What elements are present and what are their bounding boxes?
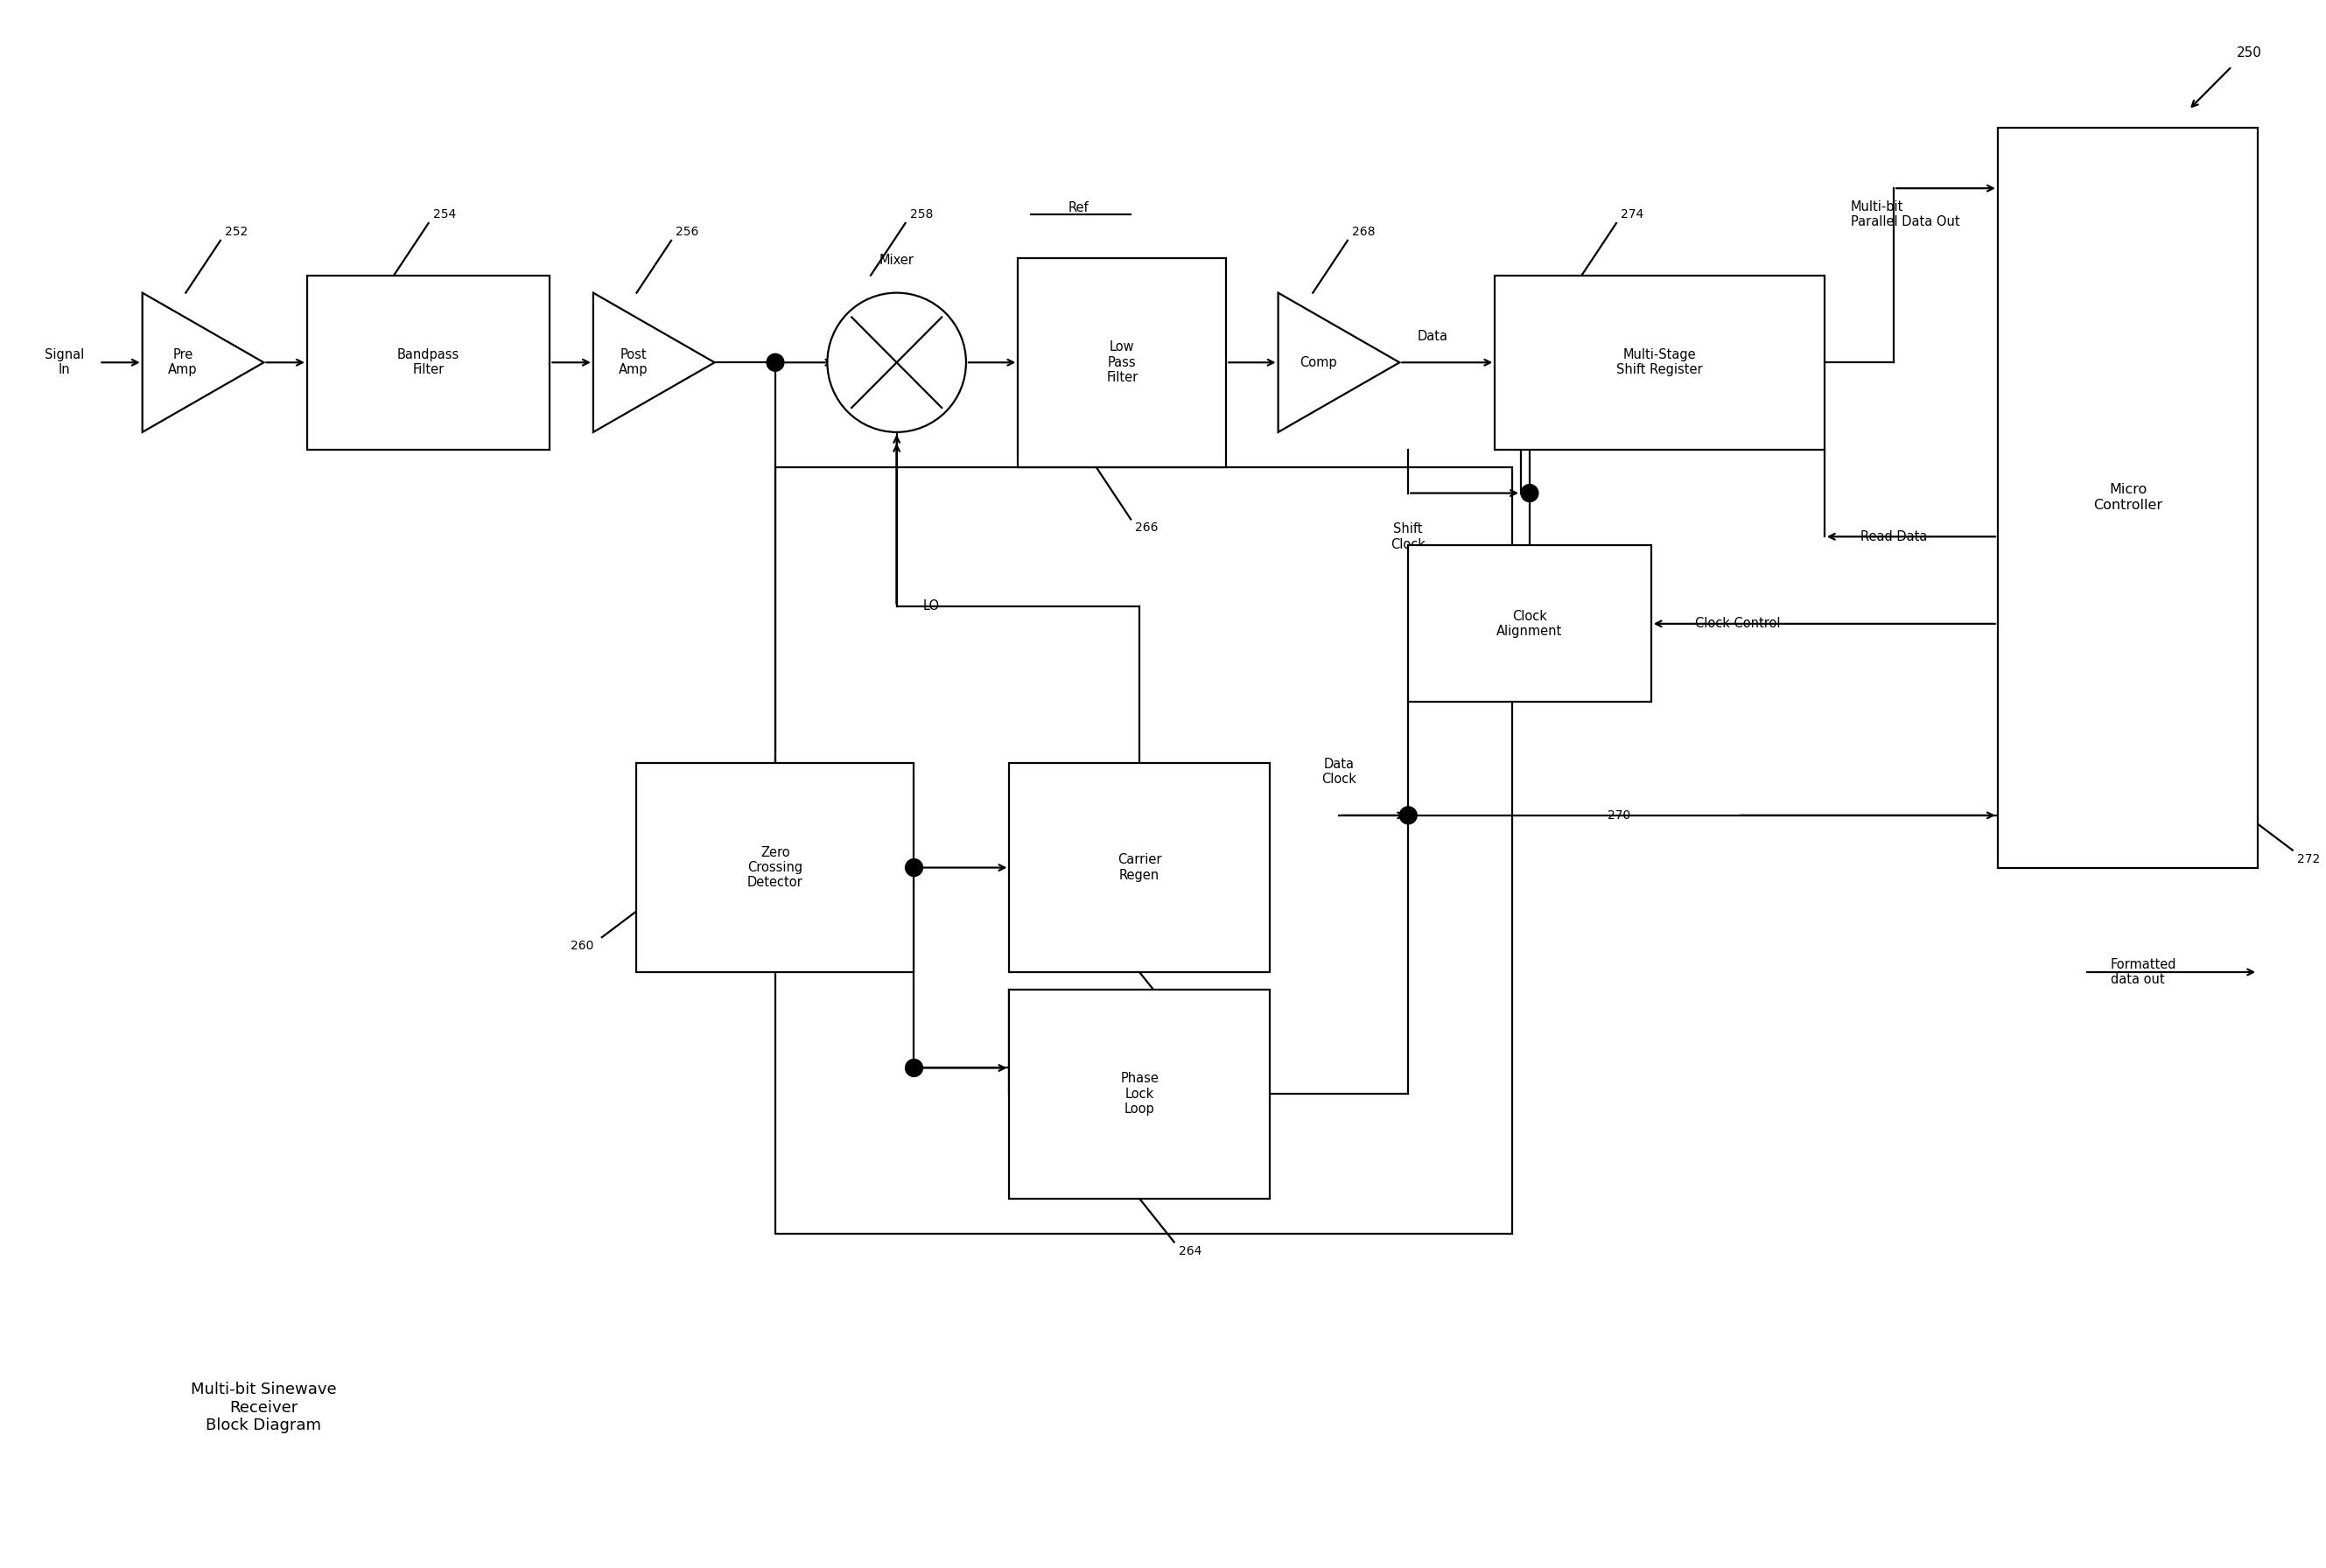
Polygon shape	[142, 293, 263, 433]
Polygon shape	[593, 293, 714, 433]
Text: Signal
In: Signal In	[44, 348, 84, 376]
Text: 274: 274	[1621, 209, 1644, 221]
Bar	[307, 276, 549, 450]
Text: Bandpass
Filter: Bandpass Filter	[398, 348, 461, 376]
Text: Comp: Comp	[1300, 356, 1337, 368]
Text: 268: 268	[1351, 226, 1375, 238]
Text: Read Data: Read Data	[1861, 530, 1928, 543]
Text: Low
Pass
Filter: Low Pass Filter	[1107, 340, 1137, 384]
Text: Clock Control: Clock Control	[1696, 618, 1779, 630]
Text: Multi-bit Sinewave
Receiver
Block Diagram: Multi-bit Sinewave Receiver Block Diagra…	[191, 1381, 337, 1433]
Text: Micro
Controller: Micro Controller	[2093, 483, 2163, 511]
Polygon shape	[1279, 293, 1400, 433]
Text: Formatted
data out: Formatted data out	[2110, 958, 2177, 986]
Circle shape	[768, 354, 784, 372]
Text: Multi-bit
Parallel Data Out: Multi-bit Parallel Data Out	[1851, 201, 1958, 229]
Text: Zero
Crossing
Detector: Zero Crossing Detector	[747, 845, 802, 889]
Text: Shift
Clock: Shift Clock	[1391, 522, 1426, 550]
Text: Data
Clock: Data Clock	[1321, 757, 1356, 786]
Text: 254: 254	[433, 209, 456, 221]
Bar	[1998, 127, 2259, 867]
Text: 262: 262	[1179, 1018, 1203, 1030]
Text: 266: 266	[1135, 522, 1158, 535]
Text: 258: 258	[909, 209, 933, 221]
Text: 250: 250	[2235, 47, 2261, 60]
Circle shape	[905, 859, 923, 877]
Circle shape	[1400, 806, 1417, 825]
Text: Data: Data	[1417, 329, 1447, 343]
Text: Ref: Ref	[1068, 201, 1089, 215]
Bar	[775, 467, 1512, 1234]
Text: LO: LO	[923, 601, 940, 613]
Text: Phase
Lock
Loop: Phase Lock Loop	[1121, 1073, 1158, 1116]
Bar	[1019, 259, 1226, 467]
Bar	[1496, 276, 1824, 450]
Circle shape	[905, 1060, 923, 1077]
Text: Mixer: Mixer	[879, 254, 914, 267]
Text: 264: 264	[1179, 1245, 1203, 1258]
Text: 252: 252	[226, 226, 247, 238]
Bar	[1009, 764, 1270, 972]
Text: Clock
Alignment: Clock Alignment	[1496, 610, 1563, 638]
Text: Post
Amp: Post Amp	[619, 348, 649, 376]
Text: 272: 272	[2298, 853, 2319, 866]
Bar	[637, 764, 914, 972]
Text: 256: 256	[675, 226, 698, 238]
Text: 270: 270	[1607, 809, 1631, 822]
Text: Pre
Amp: Pre Amp	[167, 348, 198, 376]
Bar	[1009, 989, 1270, 1198]
Circle shape	[828, 293, 965, 433]
Bar	[1407, 546, 1651, 702]
Text: Carrier
Regen: Carrier Regen	[1116, 853, 1161, 881]
Circle shape	[1521, 485, 1537, 502]
Text: 260: 260	[570, 939, 593, 952]
Text: Multi-Stage
Shift Register: Multi-Stage Shift Register	[1617, 348, 1703, 376]
